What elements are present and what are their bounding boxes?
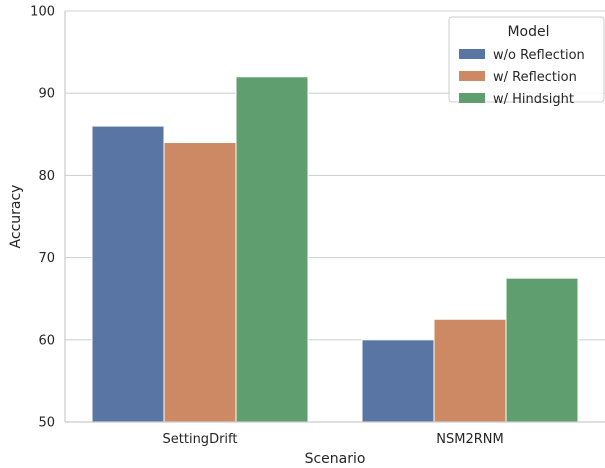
y-tick-label: 60 xyxy=(38,333,55,348)
x-tick-label: SettingDrift xyxy=(163,432,238,447)
y-axis-title: Accuracy xyxy=(8,185,24,249)
x-axis-ticks: SettingDrift NSM2RNM xyxy=(163,432,504,447)
y-tick-label: 70 xyxy=(38,251,55,266)
legend-title: Model xyxy=(507,24,549,40)
x-axis-title: Scenario xyxy=(305,451,366,467)
y-tick-label: 80 xyxy=(38,169,55,184)
legend-entry: w/ Hindsight xyxy=(493,92,574,107)
y-tick-label: 100 xyxy=(30,5,55,20)
legend: Model w/o Reflection w/ Reflection w/ Hind… xyxy=(448,16,605,107)
legend-swatch xyxy=(459,49,485,59)
legend-entry: w/o Reflection xyxy=(493,48,585,63)
bars xyxy=(91,76,579,423)
legend-box xyxy=(448,16,605,103)
legend-swatch xyxy=(459,93,485,103)
bar xyxy=(505,277,579,423)
bar xyxy=(235,76,309,423)
bar xyxy=(163,142,237,423)
x-tick-label: NSM2RNM xyxy=(436,432,503,447)
legend-entry: w/ Reflection xyxy=(493,70,577,85)
bar xyxy=(91,125,165,423)
legend-swatch xyxy=(459,71,485,81)
y-axis-ticks: 50 60 70 80 90 100 xyxy=(30,5,55,431)
y-tick-label: 90 xyxy=(38,87,55,102)
bar xyxy=(361,339,435,423)
legend-items: w/o Reflection w/ Reflection w/ Hindsight xyxy=(459,48,585,107)
bar xyxy=(433,318,507,423)
y-tick-label: 50 xyxy=(38,416,55,431)
